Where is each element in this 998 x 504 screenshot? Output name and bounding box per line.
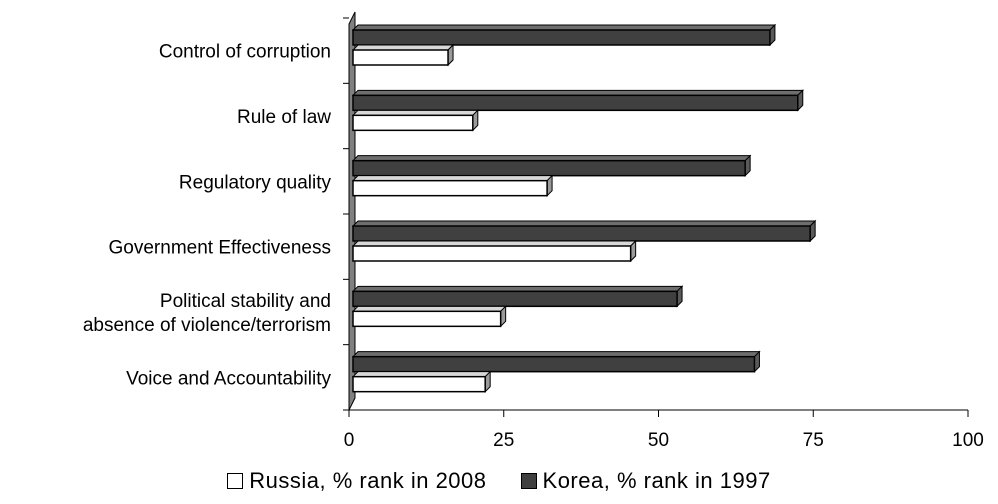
bar-russia <box>351 109 480 132</box>
bar-korea <box>351 350 761 373</box>
legend-item-russia: Russia, % rank in 2008 <box>227 468 486 494</box>
legend-swatch-korea <box>520 473 537 489</box>
bar-russia <box>351 239 637 263</box>
category-label: Regulatory quality <box>179 172 332 193</box>
category-label: Government Effectiveness <box>109 238 331 259</box>
bar-korea <box>351 154 752 177</box>
bar-korea <box>351 89 804 112</box>
legend-label-russia: Russia, % rank in 2008 <box>249 468 487 493</box>
bar-chart: 0 25 50 75 100 Control of corruption Rule of l… <box>83 11 984 451</box>
legend: Russia, % rank in 2008 Korea, % rank in … <box>0 468 998 494</box>
legend-label-korea: Korea, % rank in 1997 <box>542 468 771 493</box>
x-tick-label: 100 <box>952 430 984 451</box>
category-label: Voice and Accountability <box>126 368 331 389</box>
bar-russia <box>351 174 554 197</box>
bar-korea <box>351 219 817 243</box>
category-label: Control of corruption <box>159 42 331 63</box>
bar-korea <box>351 23 777 47</box>
bar-korea <box>351 285 684 308</box>
bar-russia <box>351 43 455 67</box>
legend-swatch-russia <box>227 473 244 489</box>
x-tick-label: 25 <box>493 430 514 451</box>
bar-russia <box>351 305 507 328</box>
category-label: Rule of law <box>237 107 331 128</box>
bar-russia <box>351 370 492 393</box>
category-label: absence of violence/terrorism <box>83 315 331 336</box>
legend-item-korea: Korea, % rank in 1997 <box>520 468 771 494</box>
category-label: Political stability and <box>160 291 331 312</box>
axis-wall <box>348 11 356 411</box>
x-tick-label: 75 <box>803 430 824 451</box>
x-tick-label: 0 <box>344 430 355 451</box>
x-tick-label: 50 <box>648 430 669 451</box>
